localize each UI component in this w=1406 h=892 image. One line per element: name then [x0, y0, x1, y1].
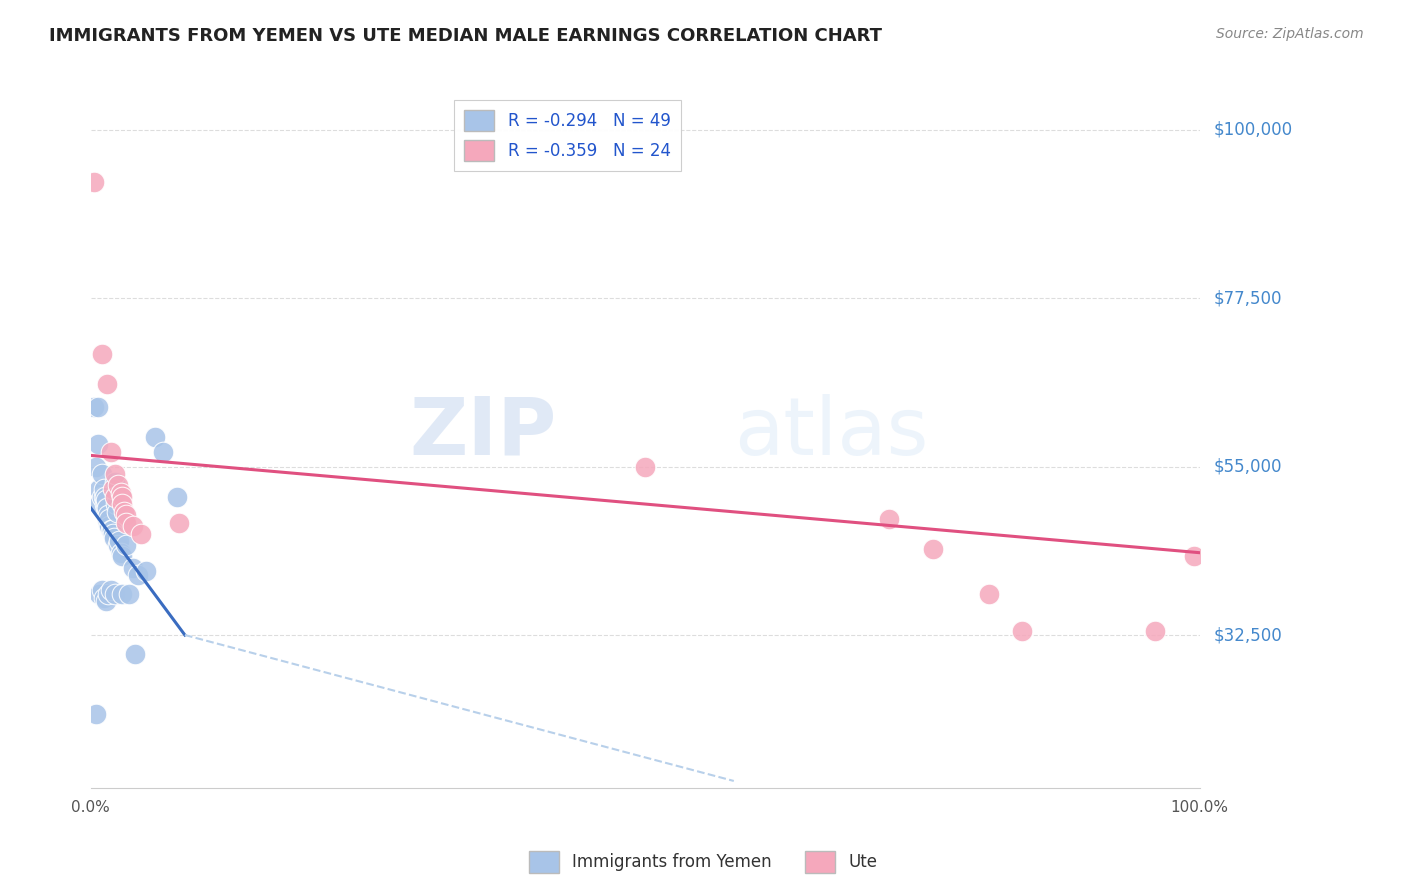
Point [89, 587, 111, 601]
Point [1182, 549, 1205, 564]
Point [100, 583, 122, 598]
Point [89, 482, 111, 496]
Point [97, 516, 120, 530]
Point [87, 400, 110, 414]
Point [84, 459, 107, 474]
Point [96, 377, 118, 392]
Point [96, 500, 118, 515]
Point [634, 459, 657, 474]
Point [121, 519, 143, 533]
Point [129, 527, 152, 541]
Point [111, 490, 134, 504]
Point [83, 400, 105, 414]
Point [169, 516, 191, 530]
Legend: R = -0.294   N = 49, R = -0.359   N = 24: R = -0.294 N = 49, R = -0.359 N = 24 [454, 100, 681, 171]
Point [93, 490, 115, 504]
Point [104, 587, 127, 601]
Text: Source: ZipAtlas.com: Source: ZipAtlas.com [1216, 27, 1364, 41]
Point [97, 508, 120, 523]
Text: $55,000: $55,000 [1213, 458, 1282, 475]
Point [101, 527, 124, 541]
Point [107, 538, 129, 552]
Point [977, 587, 1000, 601]
Point [94, 493, 117, 508]
Point [127, 568, 149, 582]
Point [84, 706, 107, 721]
Point [94, 500, 117, 515]
Point [922, 541, 945, 556]
Point [112, 504, 135, 518]
Point [90, 347, 112, 361]
Point [93, 482, 115, 496]
Point [100, 523, 122, 537]
Text: $77,500: $77,500 [1213, 289, 1282, 307]
Point [90, 490, 112, 504]
Point [110, 485, 132, 500]
Point [1011, 624, 1033, 639]
Point [152, 444, 174, 458]
Point [104, 475, 127, 489]
Text: ZIP: ZIP [409, 394, 557, 472]
Point [93, 591, 115, 605]
Text: IMMIGRANTS FROM YEMEN VS UTE MEDIAN MALE EARNINGS CORRELATION CHART: IMMIGRANTS FROM YEMEN VS UTE MEDIAN MALE… [49, 27, 882, 45]
Point [104, 490, 127, 504]
Point [97, 587, 120, 601]
Point [94, 490, 117, 504]
Point [135, 565, 157, 579]
Point [166, 490, 188, 504]
Point [98, 512, 121, 526]
Legend: Immigrants from Yemen, Ute: Immigrants from Yemen, Ute [522, 845, 884, 880]
Text: $100,000: $100,000 [1213, 120, 1292, 139]
Point [115, 538, 138, 552]
Point [124, 647, 146, 661]
Point [90, 467, 112, 482]
Point [105, 497, 128, 511]
Point [94, 497, 117, 511]
Point [90, 583, 112, 598]
Point [121, 560, 143, 574]
Point [94, 594, 117, 608]
Point [111, 497, 134, 511]
Point [111, 549, 134, 564]
Point [103, 531, 125, 545]
Point [100, 523, 122, 537]
Point [83, 175, 105, 189]
Point [143, 430, 166, 444]
Point [110, 546, 132, 560]
Point [105, 504, 128, 518]
Point [87, 437, 110, 451]
Point [115, 516, 138, 530]
Point [100, 444, 122, 458]
Point [89, 497, 111, 511]
Point [98, 519, 121, 533]
Point [108, 534, 131, 549]
Point [107, 478, 129, 492]
Point [118, 587, 141, 601]
Point [104, 467, 127, 482]
Point [96, 512, 118, 526]
Point [877, 512, 900, 526]
Text: $32,500: $32,500 [1213, 626, 1282, 644]
Point [1144, 624, 1167, 639]
Point [101, 482, 124, 496]
Point [111, 587, 134, 601]
Point [115, 508, 138, 523]
Text: atlas: atlas [734, 394, 928, 472]
